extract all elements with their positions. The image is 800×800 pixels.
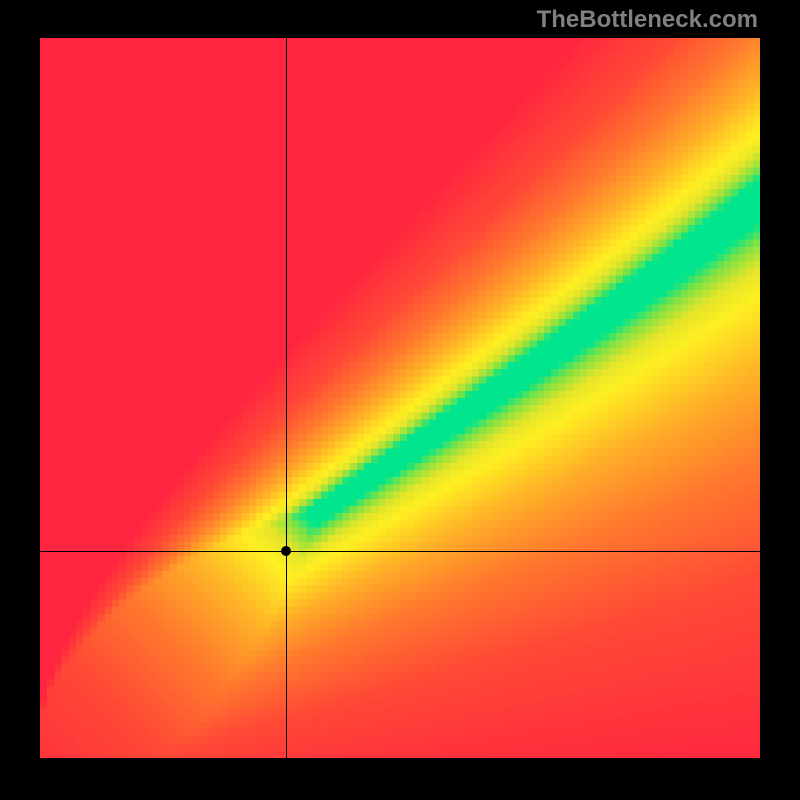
crosshair-vertical: [286, 38, 287, 758]
watermark-text: TheBottleneck.com: [537, 6, 758, 34]
crosshair-horizontal: [40, 551, 760, 552]
crosshair-marker-dot: [281, 546, 291, 556]
bottleneck-heatmap: [40, 38, 760, 758]
chart-container: TheBottleneck.com: [0, 0, 800, 800]
